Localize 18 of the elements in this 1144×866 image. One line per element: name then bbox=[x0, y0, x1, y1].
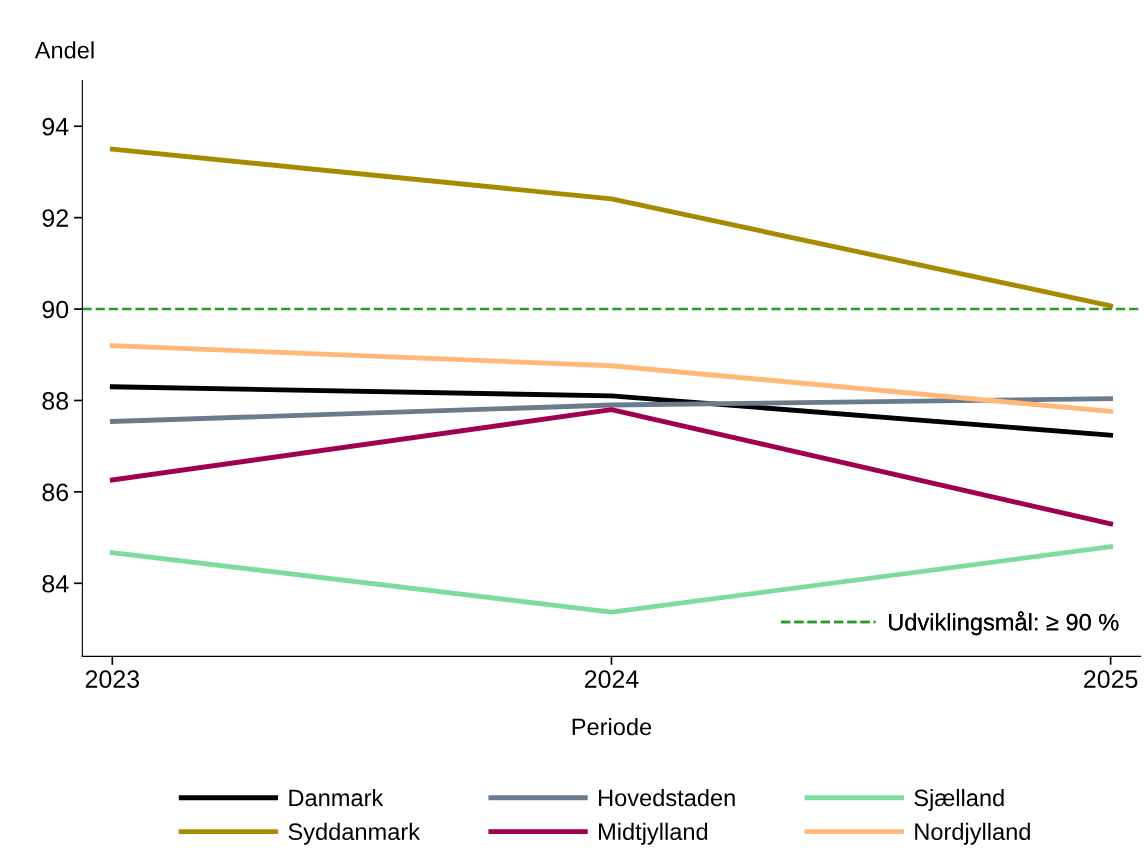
y-axis-title: Andel bbox=[34, 41, 94, 59]
y-tick-label: 90 bbox=[42, 300, 69, 319]
x-axis-title: Periode bbox=[572, 717, 652, 736]
legend-label: Midtjylland bbox=[599, 822, 708, 845]
y-tick-label: 88 bbox=[42, 392, 69, 410]
legend-label: Nordjylland bbox=[915, 822, 1030, 845]
x-tick-label: 2023 bbox=[85, 670, 140, 688]
legend-label: Syddanmark bbox=[288, 822, 421, 845]
x-tick-label: 2024 bbox=[584, 670, 639, 688]
x-tick-label: 2025 bbox=[1084, 670, 1138, 688]
legend-label: Hovedstaden bbox=[599, 788, 735, 807]
y-tick-label: 94 bbox=[42, 117, 69, 136]
legend-label: Danmark bbox=[289, 788, 384, 807]
y-tick-label: 86 bbox=[42, 483, 69, 502]
legend-label: Sjælland bbox=[914, 788, 1004, 811]
y-tick-label: 84 bbox=[42, 574, 69, 593]
y-tick-label: 92 bbox=[42, 209, 68, 227]
legend-label: Udviklingsmål: ≥ 90 % bbox=[889, 611, 1119, 636]
